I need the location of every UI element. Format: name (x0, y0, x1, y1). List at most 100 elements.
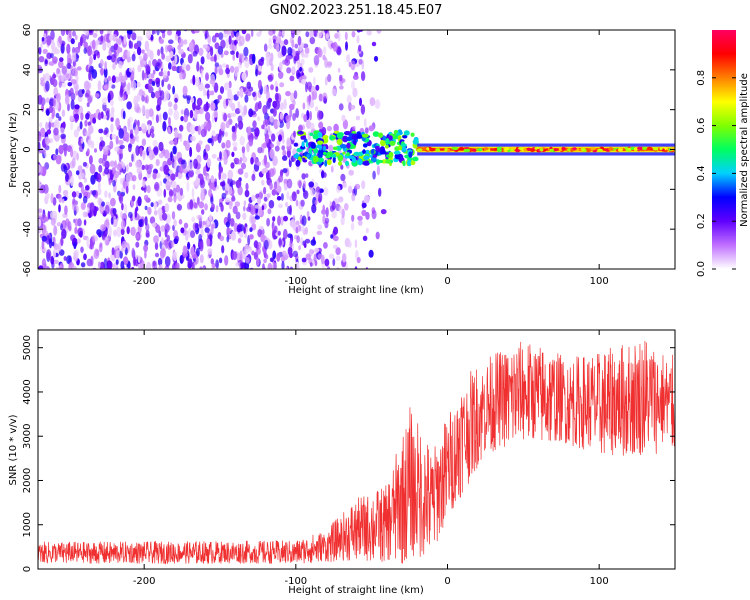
spectrogram-cell (38, 135, 42, 142)
spectrogram-cell (135, 145, 140, 157)
spectrogram-cell (203, 166, 207, 176)
tick-label: 40 (22, 63, 33, 76)
spectrogram-cell (408, 151, 413, 158)
spectrogram-cell (131, 53, 136, 62)
spectrogram-cell (225, 120, 230, 129)
spectrogram-cell (304, 226, 308, 235)
spectrogram-cell (138, 219, 143, 228)
spectrogram-cell (289, 239, 293, 249)
spectrogram-cell (227, 113, 231, 119)
spectrogram-cell (356, 257, 361, 264)
spectrogram-cell (257, 116, 261, 121)
spectrogram-cell (336, 270, 341, 276)
spectrogram-cell (309, 262, 313, 267)
spectrogram-cell (65, 73, 69, 79)
spectrogram-cell (214, 42, 220, 50)
spectrogram-cell (48, 105, 54, 114)
spectrogram-cell (194, 223, 199, 229)
spectrogram-cell (267, 208, 272, 215)
spectrogram-cell (268, 30, 274, 36)
spectrogram-cell (305, 81, 308, 93)
spectrogram-cell (317, 152, 323, 159)
spectrogram-cell (232, 141, 238, 147)
spectrogram-cell (173, 155, 177, 161)
spectrogram-cell (174, 136, 178, 146)
spectrogram-cell (276, 43, 280, 53)
spectrogram-cell (78, 181, 83, 188)
spectrogram-cell (274, 100, 280, 110)
spectrogram-cell (211, 153, 217, 159)
spectrogram-cell (276, 131, 280, 137)
spectrogram-cell (211, 35, 217, 43)
spectrogram-cell (66, 53, 72, 63)
spectrogram-cell (215, 205, 219, 213)
spectrogram-cell (189, 124, 196, 135)
tick-label: 2000 (22, 468, 33, 493)
spectrogram-cell (190, 246, 195, 256)
spectrogram-cell (214, 181, 217, 188)
spectrogram-cell (224, 82, 230, 91)
spectrogram-cell (62, 121, 66, 129)
spectrogram-cell (410, 132, 415, 137)
spectrogram-cell (122, 179, 128, 189)
spectrogram-cell (125, 185, 129, 194)
spectrogram-cell (225, 221, 230, 228)
spectrogram-cell (110, 123, 114, 133)
spectrogram-cell (91, 190, 97, 196)
spectrogram-cell (394, 153, 400, 160)
spectrogram-cell (277, 51, 283, 59)
spectrogram-cell (94, 93, 100, 98)
spectrogram-cell (198, 81, 204, 92)
spectrogram-cell (99, 261, 105, 269)
spectrogram-cell (74, 218, 79, 227)
tick-label: 0 (444, 576, 450, 587)
spectrogram-cell (183, 39, 188, 45)
spectrogram-cell (119, 144, 125, 150)
spectrogram-cell (154, 252, 160, 258)
spectrogram-cell (144, 40, 150, 52)
spectrogram-cell (127, 211, 133, 219)
spectrogram-cell (410, 160, 416, 166)
spectrogram-cell (126, 89, 131, 96)
tick-label: 3000 (22, 423, 33, 448)
spectrogram-cell (73, 85, 79, 91)
tick-label: 0 (22, 146, 33, 152)
spectrogram-cell (125, 132, 130, 143)
spectrogram-cell (310, 142, 316, 149)
spectrogram-cell (324, 159, 328, 167)
spectrogram-cell (154, 242, 159, 251)
spectrogram-cell (168, 39, 174, 44)
spectrogram-cell (265, 51, 271, 62)
spectrogram-cell (251, 250, 255, 256)
spectrogram-cell (175, 184, 181, 193)
spectrogram-cell (167, 126, 171, 132)
spectrogram-cell (231, 230, 236, 241)
spectrogram-cell (39, 122, 43, 128)
spectrogram-cell (276, 185, 282, 193)
spectrogram-cell (162, 121, 167, 132)
spectrogram-cell (151, 30, 155, 35)
spectrogram-cell (186, 96, 191, 105)
spectrogram-cell (597, 148, 603, 152)
spectrogram-cell (301, 257, 307, 263)
spectrogram-cell (289, 75, 295, 82)
spectrogram-cell (134, 119, 138, 126)
spectrogram-cell (416, 148, 423, 152)
spectrogram-cell (51, 41, 56, 51)
spectrogram-cell (263, 186, 267, 195)
spectrogram-cell (372, 154, 378, 158)
spectrogram-y-ticks: -60 -40 -20 0 20 40 60 (22, 24, 675, 277)
spectrogram-cell (251, 194, 256, 202)
spectrogram-cell (590, 147, 596, 151)
spectrogram-cell (52, 197, 57, 206)
spectrogram-cell (104, 61, 107, 71)
spectrogram-cell (303, 242, 307, 248)
spectrogram-cell (241, 71, 247, 82)
spectrogram-cell (71, 265, 78, 269)
spectrogram-cell (303, 180, 306, 189)
spectrogram-cell (118, 72, 123, 83)
spectrogram-cell (228, 200, 233, 210)
spectrogram-cell (71, 191, 77, 198)
spectrogram-cell (113, 229, 117, 237)
spectrogram-cell (260, 234, 266, 243)
